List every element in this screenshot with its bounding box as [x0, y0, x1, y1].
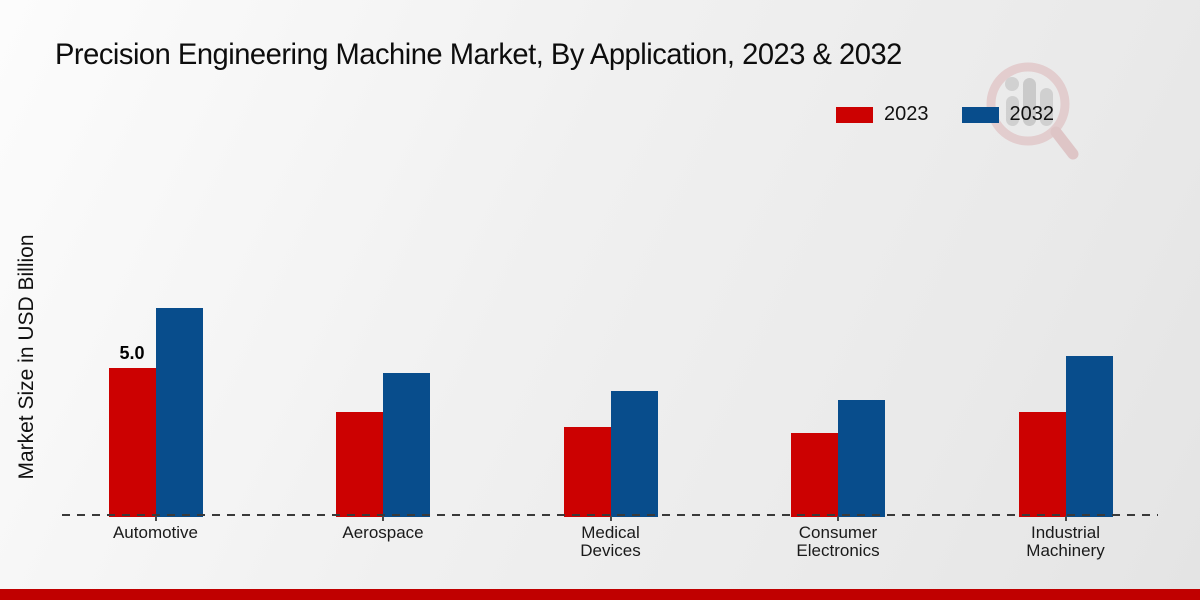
bar-2032-automotive: [155, 308, 203, 517]
x-axis-baseline: [62, 514, 1158, 516]
category-label-medical-devices: Medical Devices: [580, 523, 641, 560]
bar-2032-medical-devices: [610, 391, 658, 517]
bar-2023-consumer-electronics: [791, 432, 838, 517]
x-tick-automotive: [154, 516, 157, 521]
legend-label-2023: 2023: [884, 103, 929, 125]
x-tick-medical-devices: [609, 516, 612, 521]
bar-value-label-2023-automotive: 5.0: [119, 342, 145, 363]
market-research-magnifier-watermark-icon: [983, 58, 1083, 173]
bar-2023-medical-devices: [563, 426, 611, 517]
y-axis-label: Market Size in USD Billion: [15, 234, 38, 480]
legend-item-2032: 2032: [961, 103, 1055, 126]
legend-swatch-2032: [961, 106, 999, 123]
bar-2023-automotive: [108, 367, 156, 517]
chart-legend: 2023 2032: [836, 103, 1054, 126]
legend-item-2023: 2023: [836, 103, 929, 126]
bar-2023-industrial-machinery: [1018, 412, 1066, 517]
legend-swatch-2023: [836, 106, 873, 123]
x-tick-consumer-electronics: [837, 516, 839, 521]
footer-bar: [0, 589, 1200, 600]
bar-2032-industrial-machinery: [1065, 355, 1113, 517]
category-label-aerospace: Aerospace: [342, 523, 424, 542]
category-label-consumer-electronics: Consumer Electronics: [796, 523, 880, 560]
bar-2032-consumer-electronics: [838, 400, 885, 517]
category-label-automotive: Automotive: [112, 523, 199, 542]
bar-2032-aerospace: [383, 373, 430, 517]
x-tick-aerospace: [382, 516, 384, 521]
legend-label-2032: 2032: [1009, 103, 1055, 125]
bar-2023-aerospace: [336, 412, 383, 517]
category-label-industrial-machinery: Industrial Machinery: [1026, 523, 1105, 560]
chart-title: Precision Engineering Machine Market, By…: [55, 38, 902, 71]
x-tick-industrial-machinery: [1064, 516, 1067, 521]
